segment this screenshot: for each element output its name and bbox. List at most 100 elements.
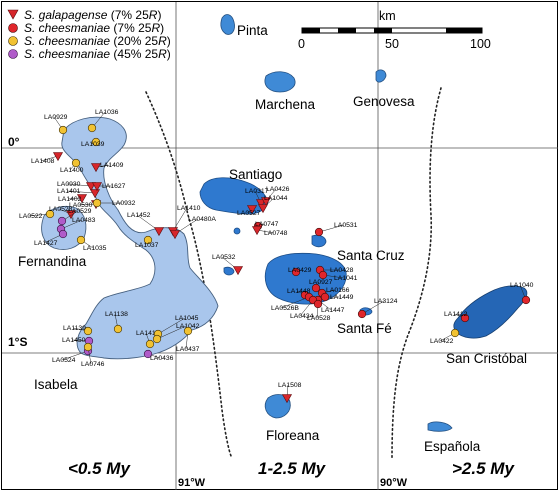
site-marker-yellow: [92, 198, 102, 208]
site-label: LA1400: [60, 167, 84, 174]
legend-entry-4: S. cheesmaniae (45% 25R): [24, 47, 171, 61]
scale-bar: km 0 50 100: [298, 9, 491, 51]
site-label: LA0929: [44, 114, 68, 121]
site-leader-line: [280, 296, 310, 309]
isabela-island: [61, 116, 219, 360]
site-marker-red: [313, 299, 323, 309]
site-leader-line: [61, 350, 89, 361]
age-boundary-west: [145, 91, 233, 459]
scale-seg-3: [374, 28, 392, 33]
baltra-island: [311, 234, 327, 248]
site-label: LA1408: [31, 158, 55, 165]
site-label: LA0528: [49, 206, 73, 213]
site-label: LA0927: [309, 279, 333, 286]
site-la1044: LA1044: [257, 195, 288, 214]
site-la0426: LA0426: [260, 186, 290, 207]
site-marker-yellow: [45, 209, 55, 219]
site-label: LA0527: [237, 210, 261, 217]
site-la0930: LA0930: [57, 181, 97, 192]
site-label: LA0428: [330, 267, 354, 274]
site-la0748: LA0748: [251, 226, 288, 237]
site-la0927: LA0927: [309, 279, 333, 293]
site-label: LA3124: [374, 298, 398, 305]
site-leader-line: [40, 155, 59, 162]
site-la1412: LA1412: [444, 311, 470, 323]
site-marker-triangle: [169, 230, 181, 240]
scale-tick-0: 0: [298, 37, 305, 51]
site-label: LA0930: [57, 181, 81, 188]
site-label: LA0422: [430, 338, 454, 345]
site-label: LA1039: [81, 141, 105, 148]
site-label: LA0317: [245, 188, 269, 195]
site-label: LA1450: [62, 337, 86, 344]
site-marker-yellow: [83, 342, 93, 352]
site-la1037: LA1037: [135, 235, 159, 249]
site-label: LA0530: [69, 202, 93, 209]
label-lon-91w: 91°W: [178, 477, 206, 489]
scale-tick-50: 50: [385, 37, 399, 51]
site-label: LA1044: [264, 195, 288, 202]
site-la3124: LA3124: [357, 298, 398, 319]
santa-cruz-island: [264, 252, 347, 305]
site-marker-yellow: [143, 235, 153, 245]
rabida-islet: [233, 227, 241, 235]
site-label: LA0429: [288, 267, 312, 274]
site-la1138: LA1138: [105, 311, 128, 334]
label-lat-0: 0°: [8, 135, 20, 149]
site-label: LA0483: [72, 217, 96, 224]
site-la1508: LA1508: [278, 382, 302, 404]
site-marker-red: [357, 309, 367, 319]
site-label: LA0529: [68, 208, 92, 215]
site-label: LA0434: [290, 313, 314, 320]
site-marker-red: [521, 295, 531, 305]
site-la0929: LA0929: [44, 114, 68, 135]
site-marker-red: [460, 313, 470, 323]
site-label: LA1138: [105, 311, 128, 318]
site-marker-red: [291, 267, 301, 277]
site-la1041: LA1041: [318, 270, 358, 282]
site-marker-yellow: [152, 334, 162, 344]
site-label: LA1037: [135, 242, 159, 249]
site-leader-line: [157, 317, 186, 335]
scale-tick-100: 100: [470, 37, 491, 51]
legend-entry-1: S. galapagense (7% 25R): [24, 8, 161, 22]
island-label-isabela: Isabela: [34, 377, 78, 392]
age-label-east: >2.5 My: [452, 459, 515, 478]
site-label: LA0522: [19, 213, 43, 220]
site-la0422: LA0422: [430, 328, 460, 345]
site-label: LA0747: [255, 221, 279, 228]
site-label: LA0532: [212, 254, 236, 261]
site-marker-yellow: [58, 125, 68, 135]
pinzon-island: [223, 266, 235, 276]
site-label: LA0436: [150, 355, 174, 362]
site-label: LA0166: [326, 287, 350, 294]
island-label-espanola: Española: [424, 439, 481, 454]
santiago-island: [199, 177, 269, 215]
island-label-marchena: Marchena: [255, 97, 316, 112]
site-marker-triangle: [260, 197, 272, 207]
site-label: LA1402: [58, 196, 82, 203]
site-marker-yellow: [83, 326, 93, 336]
site-marker-yellow: [145, 339, 155, 349]
site-label: LA1036: [95, 109, 119, 116]
site-label: LA1409: [100, 162, 124, 169]
legend-marker-cheesmaniae-45: [8, 49, 18, 59]
marchena-island: [264, 71, 296, 93]
age-boundary-east: [391, 87, 442, 459]
site-leader-line: [361, 300, 385, 315]
site-label: LA1139: [63, 325, 86, 332]
legend-entry-2: S. cheesmaniae (7% 25R): [24, 21, 164, 35]
scale-seg-4: [446, 28, 482, 33]
site-label: LA1427: [34, 240, 58, 247]
floreana-island: [264, 394, 291, 419]
island-label-fernandina: Fernandina: [18, 254, 87, 269]
site-la0317: LA0317: [245, 188, 269, 209]
site-marker-triangle: [91, 182, 103, 192]
site-label: LA0528: [307, 315, 331, 322]
age-label-west: <0.5 My: [68, 459, 131, 478]
site-la1414: LA1414: [136, 330, 160, 349]
site-marker-triangle: [257, 204, 269, 214]
age-label-middle: 1-2.5 My: [258, 459, 327, 478]
site-label: LA1414: [136, 330, 160, 337]
site-label: LA1452: [127, 212, 151, 219]
